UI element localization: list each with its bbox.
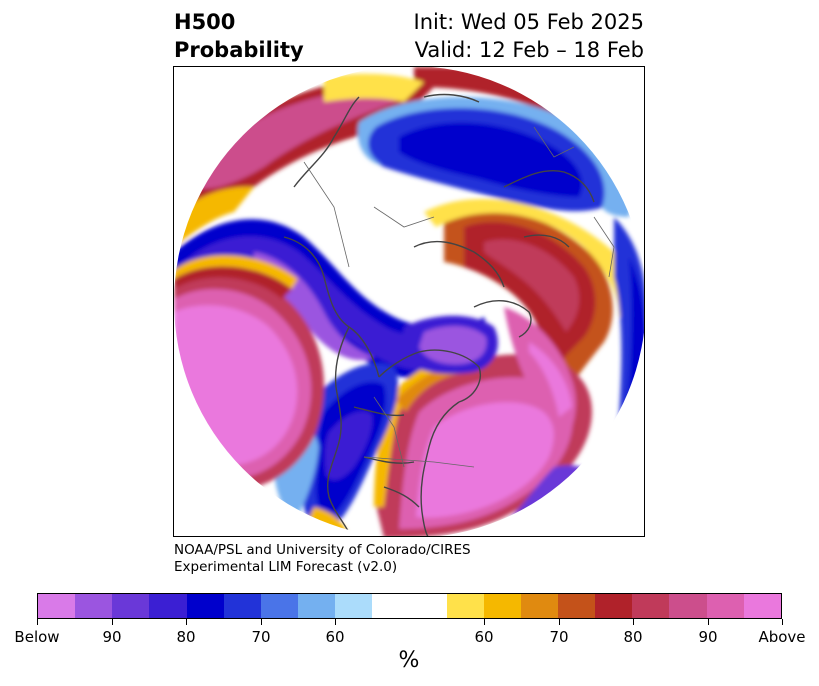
colorbar-tick-label: 80 [623, 628, 643, 646]
colorbar-tick-label: 60 [325, 628, 345, 646]
colorbar-segment [409, 594, 447, 618]
colorbar-segment [186, 594, 224, 618]
colorbar-segment [669, 594, 707, 618]
colorbar-segment [223, 594, 261, 618]
colorbar-segment [297, 594, 336, 618]
coastlines [283, 93, 635, 536]
colorbar-segment [38, 594, 76, 618]
colorbar-segment [483, 594, 521, 618]
colorbar-unit: % [398, 648, 420, 673]
colorbar-segment [335, 594, 373, 618]
above-edge-yellow-north [324, 73, 424, 102]
colorbar-tick-label: 90 [698, 628, 718, 646]
colorbar-segment [75, 594, 113, 618]
colorbar-segment [706, 594, 744, 618]
probability-field [174, 67, 644, 536]
map-title: H500 Probability [174, 8, 304, 64]
colorbar-tick [335, 619, 336, 625]
colorbar-tick [484, 619, 485, 625]
valid-range: Valid: 12 Feb – 18 Feb [414, 38, 644, 62]
colorbar-segment [520, 594, 558, 618]
colorbar-segment [149, 594, 187, 618]
title-line-variable: H500 [174, 10, 236, 34]
colorbar-tick-label: 70 [251, 628, 271, 646]
colorbar-segment [446, 594, 484, 618]
init-date: Init: Wed 05 Feb 2025 [413, 10, 644, 34]
colorbar-tick [559, 619, 560, 625]
colorbar-segment [260, 594, 298, 618]
colorbar-segment [372, 594, 410, 618]
credit-line-institutions: NOAA/PSL and University of Colorado/CIRE… [174, 542, 471, 558]
probability-map [173, 66, 645, 537]
colorbar-segment [557, 594, 596, 618]
colorbar-segment [112, 594, 150, 618]
borders [303, 126, 615, 468]
credit-line-product: Experimental LIM Forecast (v2.0) [174, 559, 398, 575]
colorbar-tick [782, 619, 783, 625]
credit-text: NOAA/PSL and University of Colorado/CIRE… [174, 542, 471, 576]
colorbar-tick-label: Below [14, 628, 60, 646]
colorbar-tick-label: 70 [549, 628, 569, 646]
colorbar-tick-label: Above [758, 628, 806, 646]
colorbar-tick [261, 619, 262, 625]
colorbar [37, 593, 782, 619]
above-region-bering [184, 77, 434, 217]
colorbar-tick-label: 90 [102, 628, 122, 646]
colorbar-tick-label: 60 [474, 628, 494, 646]
colorbar-tick [112, 619, 113, 625]
colorbar-tick [633, 619, 634, 625]
colorbar-tick [37, 619, 38, 625]
colorbar-segment [632, 594, 670, 618]
map-svg [174, 67, 644, 536]
forecast-dates: Init: Wed 05 Feb 2025 Valid: 12 Feb – 18… [414, 8, 644, 64]
colorbar-segment [743, 594, 781, 618]
colorbar-tick-label: 80 [176, 628, 196, 646]
colorbar-tick [708, 619, 709, 625]
colorbar-segment [595, 594, 633, 618]
title-line-probability: Probability [174, 38, 304, 62]
above-core-bering [194, 89, 404, 189]
colorbar-tick [186, 619, 187, 625]
